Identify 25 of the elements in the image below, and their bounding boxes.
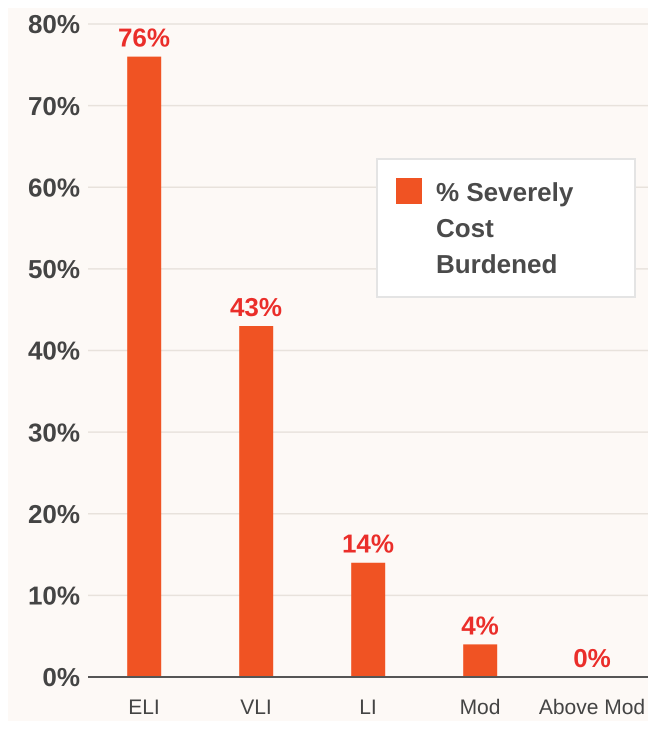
x-tick-label: Above Mod [538, 696, 646, 719]
data-label: 43% [230, 292, 282, 322]
y-tick-label: 50% [28, 254, 80, 284]
legend-label: % Severely Cost Burdened [436, 176, 574, 281]
y-tick-label: 40% [28, 336, 80, 366]
x-tick-label: ELI [128, 696, 160, 719]
x-tick-label: Mod [460, 696, 500, 719]
y-tick-label: 0% [42, 662, 80, 692]
bar [463, 644, 498, 677]
data-label: 14% [342, 528, 394, 559]
y-tick-label: 70% [28, 90, 80, 121]
bar [351, 562, 386, 677]
legend-box: % Severely Cost Burdened [376, 158, 636, 298]
data-label: 0% [573, 643, 611, 673]
y-tick-label: 10% [28, 580, 80, 611]
y-tick-label: 80% [28, 9, 80, 40]
bar [127, 56, 162, 677]
y-tick-label: 20% [28, 498, 80, 529]
x-tick-label: VLI [240, 696, 272, 719]
x-tick-label: LI [359, 696, 377, 719]
y-tick-label: 60% [28, 172, 80, 202]
data-label: 76% [118, 22, 170, 53]
bar [239, 326, 274, 677]
y-tick-label: 30% [28, 417, 80, 448]
data-label: 4% [461, 610, 499, 640]
